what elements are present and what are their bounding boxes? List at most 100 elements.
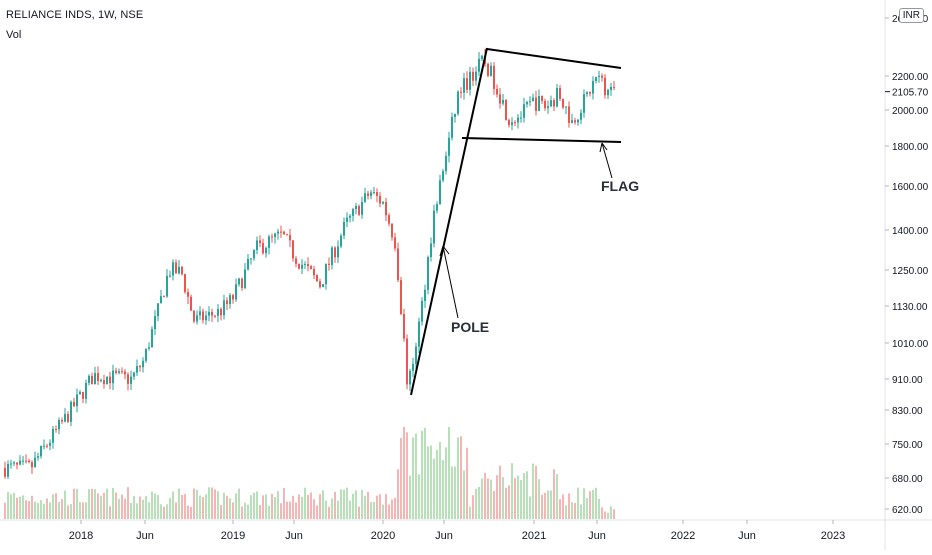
candle-body [319,281,321,288]
volume-bar [55,493,57,519]
volume-bar [595,487,597,519]
volume-bar [124,498,126,519]
volume-bar [442,460,444,519]
candle-body [25,460,27,462]
volume-bar [433,458,435,519]
candle-body [370,192,372,196]
volume-bar [25,500,27,519]
candle-body [358,205,360,215]
candle-body [397,248,399,281]
candle-body [466,78,468,90]
currency-badge[interactable]: INR [898,8,924,23]
volume-bar [127,487,129,519]
candle-body [418,321,420,347]
volume-bar [10,494,12,519]
volume-bar [553,469,555,519]
volume-bar [148,502,150,519]
candle-body [193,310,195,322]
volume-bar [454,466,456,519]
volume-bar [403,427,405,519]
candle-body [376,192,378,197]
volume-bar [118,498,120,519]
y-tick-label: 1400.00 [892,226,929,237]
candle-body [118,371,120,373]
volume-bar [259,504,261,519]
volume-bar [520,479,522,519]
candle-body [313,268,315,276]
volume-bar [82,502,84,519]
volume-bar [451,466,453,519]
candle-body [289,235,291,241]
candle-body [436,204,438,211]
volume-bar [271,493,273,519]
volume-bar [193,488,195,519]
volume-bar [409,475,411,519]
candle-body [496,88,498,95]
volume-bar [301,496,303,519]
candle-body [538,95,540,111]
candle-body [16,462,18,465]
candle-body [202,311,204,321]
volume-bar [481,478,483,519]
candle-body [325,263,327,285]
candle-body [58,420,60,430]
volume-bar [61,499,63,519]
candle-body [490,65,492,76]
candle-body [487,63,489,76]
flag-upper-line [486,48,622,69]
y-tick-label: 2000.00 [892,106,929,117]
volume-bar [391,499,393,519]
volume-bar [262,495,264,519]
y-tick-label: 1800.00 [892,142,929,153]
volume-bar [244,502,246,519]
candle-body [49,442,51,446]
volume-bar [601,507,603,519]
volume-bar [238,488,240,519]
volume-bar [289,501,291,519]
candle-body [403,313,405,339]
volume-bar [166,504,168,519]
x-tick-label: 2023 [821,530,845,542]
volume-indicator-label[interactable]: Vol [6,29,22,41]
candle-body [109,376,111,384]
candle-body [346,217,348,222]
volume-bar [31,495,33,519]
candle-body [124,371,126,375]
candle-body [442,171,444,181]
volume-bar [388,504,390,519]
candle-body [181,266,183,275]
volume-bar [547,490,549,519]
candle-body [292,240,294,259]
candle-body [169,275,171,277]
volume-bar [136,503,138,519]
volume-bar [517,475,519,519]
candle-body [274,233,276,238]
volume-bar [418,474,420,519]
volume-bar [277,491,279,519]
volume-bar [91,488,93,519]
candle-body [547,106,549,109]
volume-bar [559,499,561,519]
candle-body [295,258,297,264]
candle-body [529,101,531,103]
candle-body [343,221,345,236]
volume-bar [235,493,237,519]
x-tick-label: 2020 [371,530,395,542]
candle-body [478,58,480,72]
last-price-label: 2105.70 [892,88,929,99]
annotation-flag: FLAG [601,178,639,194]
candle-body [271,236,273,238]
candle-body [235,284,237,300]
candles [4,49,615,479]
volume-bar [469,506,471,519]
volume-bar [511,463,513,519]
volume-bar [154,493,156,519]
volume-bar [163,506,165,519]
y-tick-label: 750.00 [892,440,923,451]
y-tick-label: 1130.00 [892,302,928,313]
x-tick-label: Jun [588,530,606,542]
candle-body [52,429,54,443]
candle-body [154,316,156,330]
volume-bar [340,489,342,519]
